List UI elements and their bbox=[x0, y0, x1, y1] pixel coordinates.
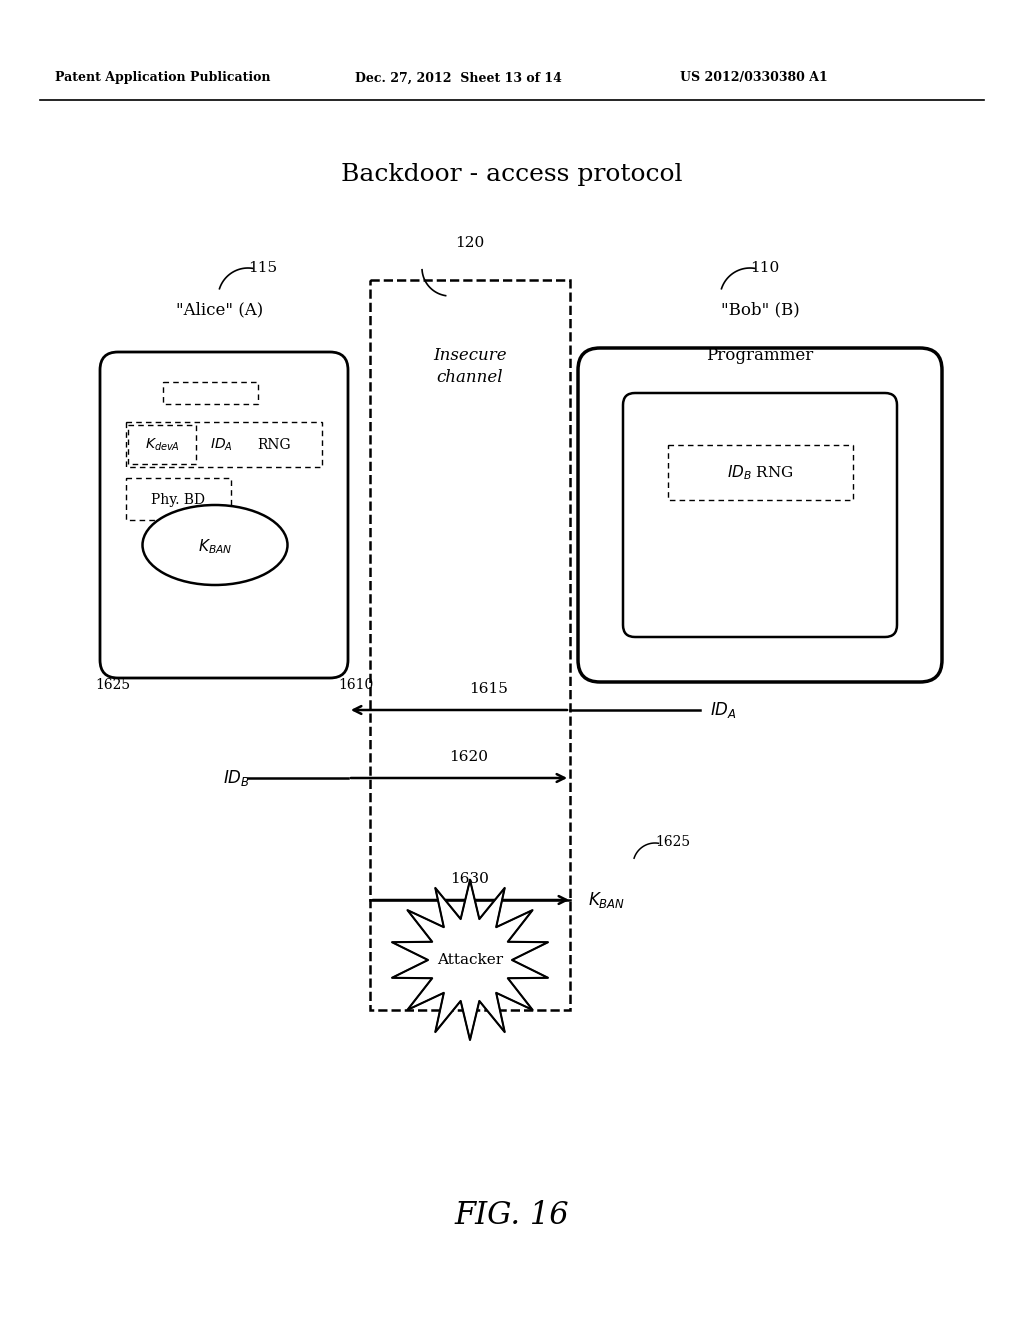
Text: "Alice" (A): "Alice" (A) bbox=[176, 301, 263, 318]
Text: 115: 115 bbox=[248, 261, 278, 275]
FancyBboxPatch shape bbox=[623, 393, 897, 638]
Text: RNG: RNG bbox=[257, 438, 291, 451]
Text: 1615: 1615 bbox=[470, 682, 509, 696]
Text: 120: 120 bbox=[455, 236, 484, 249]
Bar bbox=[126, 422, 322, 467]
Text: channel: channel bbox=[436, 370, 504, 387]
Text: $ID_B$ RNG: $ID_B$ RNG bbox=[727, 463, 794, 482]
Text: Attacker: Attacker bbox=[437, 953, 503, 968]
Text: FIG. 16: FIG. 16 bbox=[455, 1200, 569, 1230]
Text: $K_{devA}$: $K_{devA}$ bbox=[144, 437, 179, 453]
Text: Dec. 27, 2012  Sheet 13 of 14: Dec. 27, 2012 Sheet 13 of 14 bbox=[355, 71, 562, 84]
Bar bbox=[126, 478, 231, 520]
Text: 110: 110 bbox=[750, 261, 779, 275]
Text: 1620: 1620 bbox=[450, 750, 488, 764]
Text: Programmer: Programmer bbox=[707, 347, 814, 364]
Text: 1610: 1610 bbox=[338, 678, 374, 692]
Bar bbox=[370, 280, 570, 1010]
FancyBboxPatch shape bbox=[578, 348, 942, 682]
Ellipse shape bbox=[142, 506, 288, 585]
Text: $ID_A$: $ID_A$ bbox=[210, 437, 232, 453]
Text: $ID_B$: $ID_B$ bbox=[223, 768, 250, 788]
Text: 1625: 1625 bbox=[95, 678, 131, 692]
Polygon shape bbox=[392, 880, 548, 1040]
Text: "Bob" (B): "Bob" (B) bbox=[721, 301, 800, 318]
Text: Phy. BD: Phy. BD bbox=[151, 492, 205, 507]
Text: $K_{BAN}$: $K_{BAN}$ bbox=[198, 537, 232, 556]
Bar bbox=[668, 445, 853, 500]
Text: $K_{BAN}$: $K_{BAN}$ bbox=[588, 890, 626, 909]
Text: Patent Application Publication: Patent Application Publication bbox=[55, 71, 270, 84]
Text: US 2012/0330380 A1: US 2012/0330380 A1 bbox=[680, 71, 827, 84]
Text: Backdoor - access protocol: Backdoor - access protocol bbox=[341, 164, 683, 186]
FancyBboxPatch shape bbox=[100, 352, 348, 678]
Text: $ID_A$: $ID_A$ bbox=[710, 700, 737, 719]
Text: 1625: 1625 bbox=[655, 836, 690, 849]
Text: 1630: 1630 bbox=[451, 873, 489, 886]
Bar bbox=[128, 425, 196, 465]
Bar bbox=[163, 381, 258, 404]
Text: Insecure: Insecure bbox=[433, 347, 507, 364]
